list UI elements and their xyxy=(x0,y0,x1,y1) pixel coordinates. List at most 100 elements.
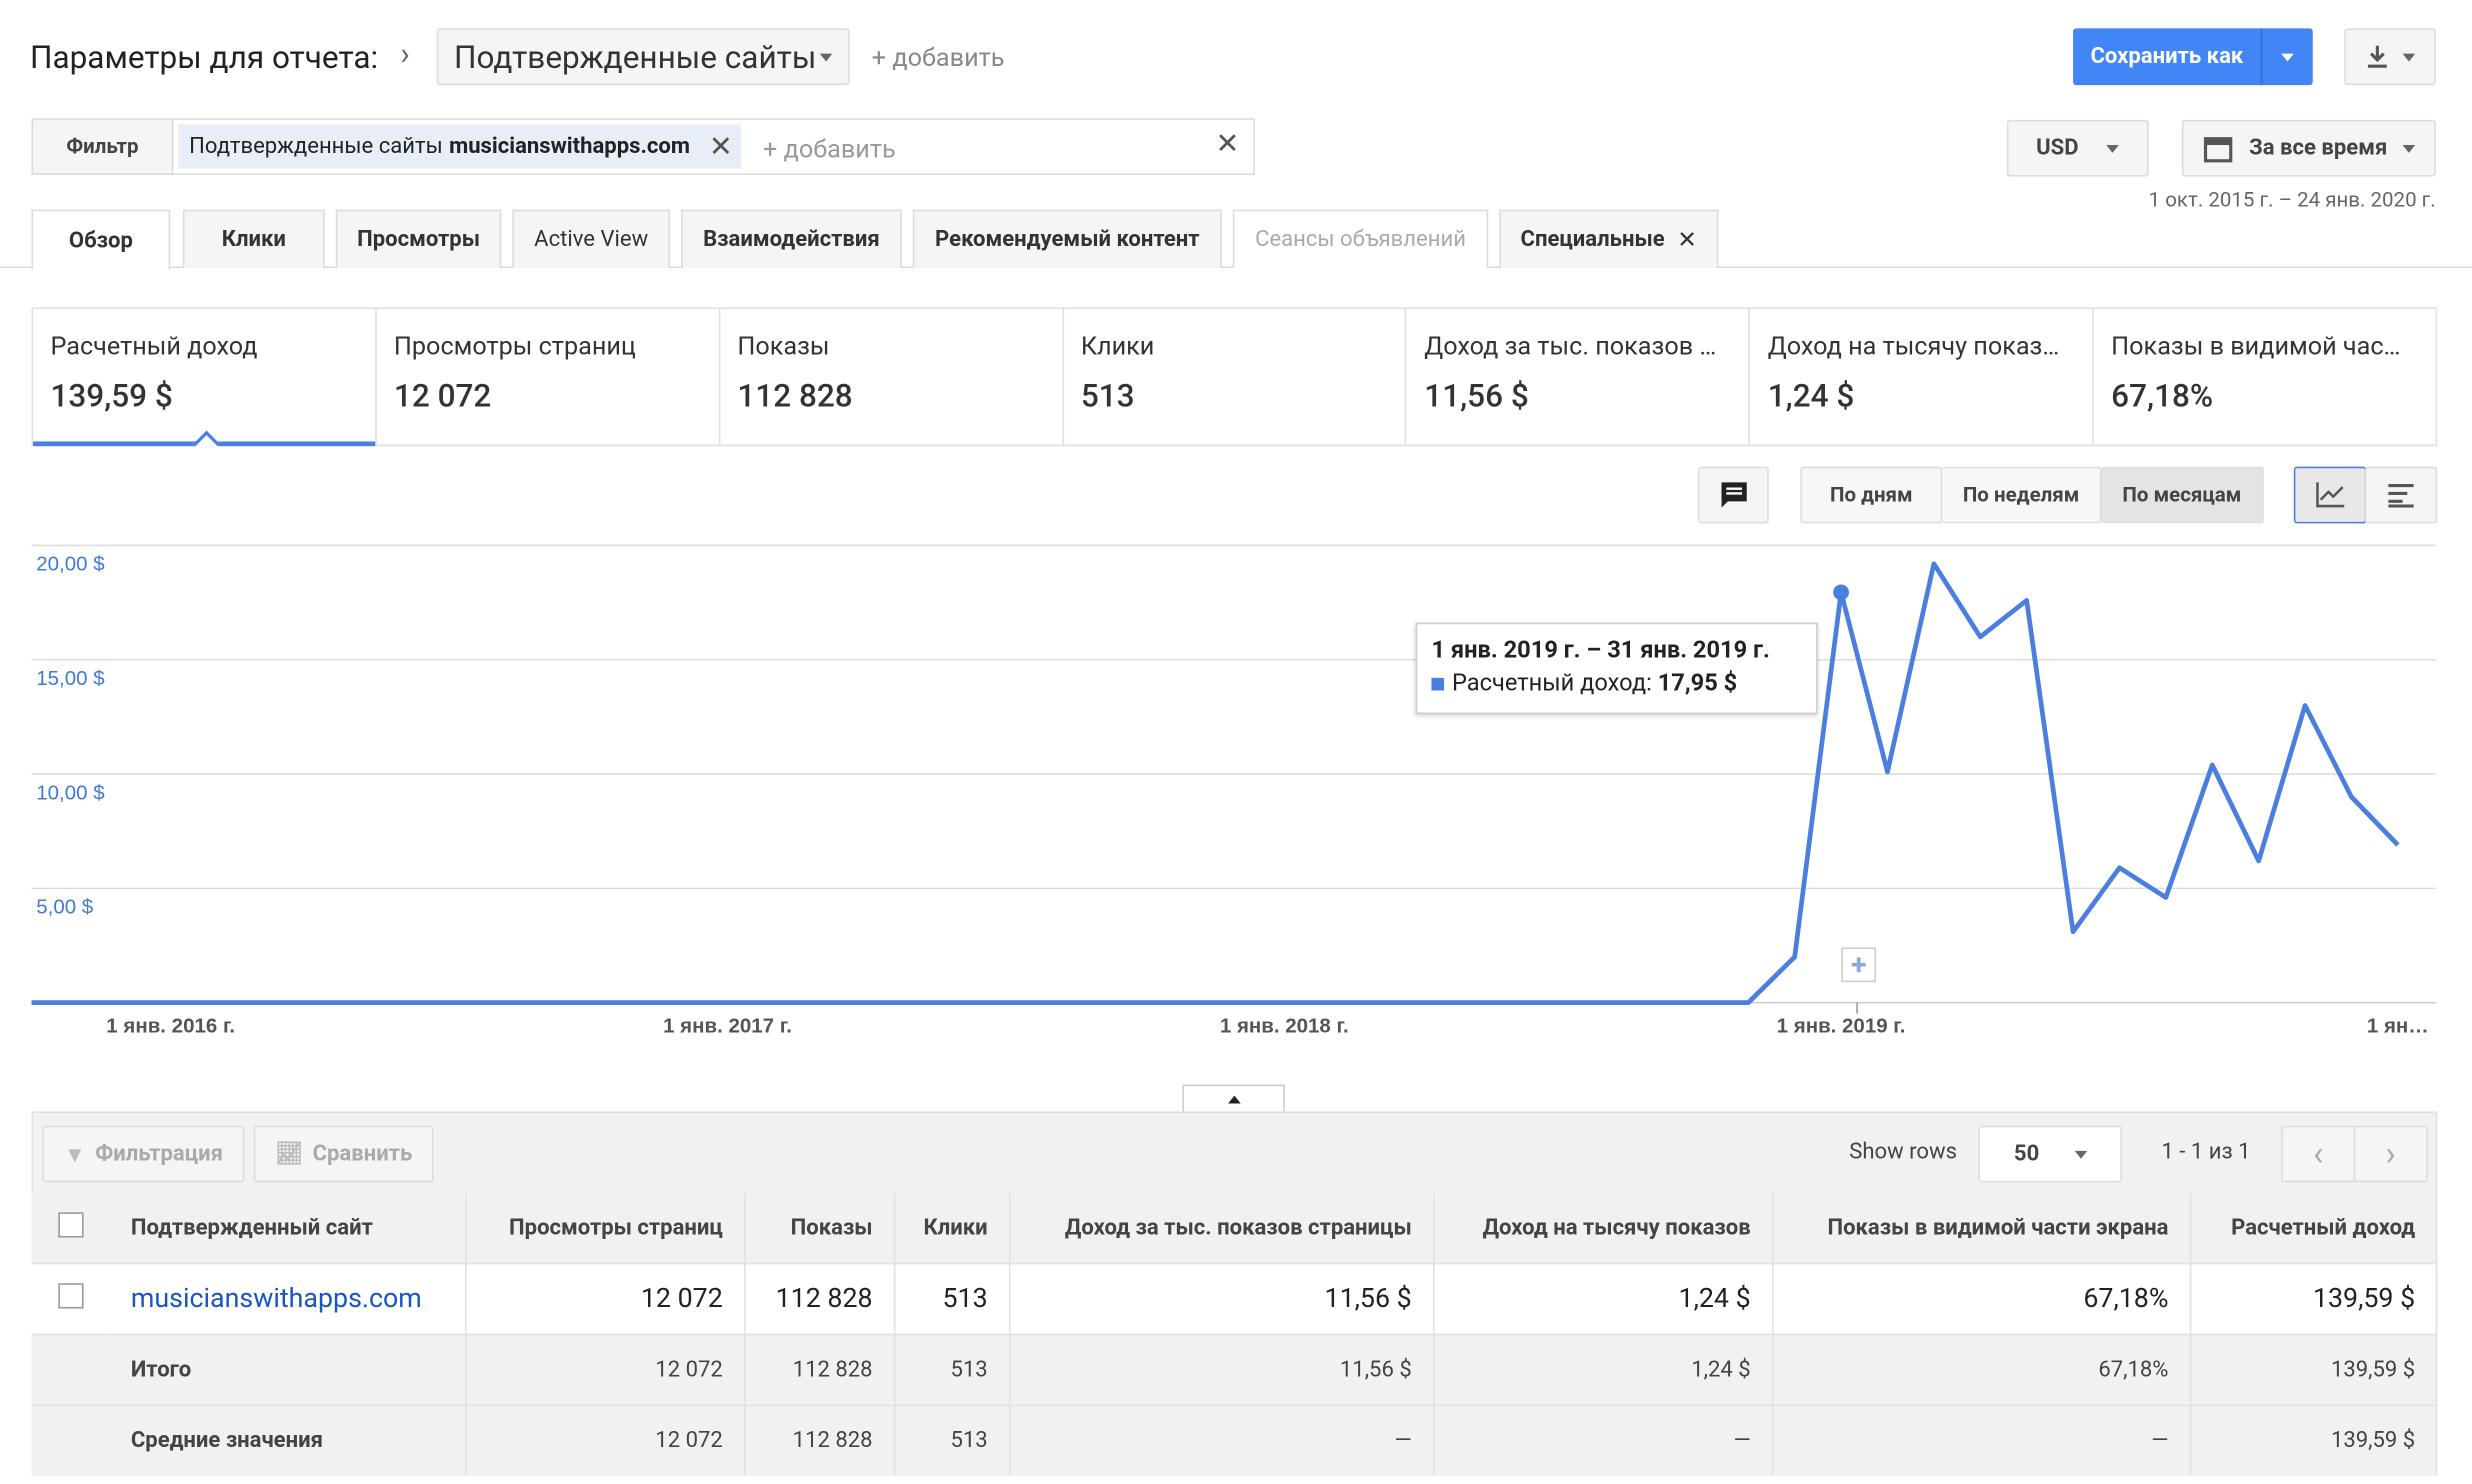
bars-icon xyxy=(2388,483,2414,508)
cell: 12 072 xyxy=(465,1404,745,1476)
currency-dropdown[interactable]: USD xyxy=(2006,119,2149,177)
column-header: Показы в видимой части экрана xyxy=(1771,1193,2191,1263)
checkbox[interactable] xyxy=(58,1282,84,1308)
bar-chart-toggle[interactable] xyxy=(2364,466,2438,524)
tab-label: Сеансы объявлений xyxy=(1255,227,1466,253)
comment-icon xyxy=(1720,482,1746,508)
column-header: Показы xyxy=(744,1193,895,1263)
line-icon xyxy=(2316,482,2345,508)
date-dropdown[interactable]: За все время xyxy=(2181,119,2436,177)
summary-row: Итого 12 072 112 828 513 11,56 $1,24 $67,18%… xyxy=(31,1333,2436,1405)
save-button[interactable]: Сохранить как xyxy=(2073,28,2313,86)
metric-label: Показы в видимой час… xyxy=(2111,331,2401,362)
next-page[interactable]: › xyxy=(2353,1125,2428,1183)
cell: — xyxy=(1433,1404,1773,1476)
granularity-button[interactable]: По неделям xyxy=(1942,466,2102,524)
granularity-button[interactable]: По месяцам xyxy=(2101,466,2264,524)
show-rows-label: Show rows xyxy=(1849,1139,1957,1166)
column-header: Доход за тыс. показов страницы xyxy=(1008,1193,1434,1263)
column-header: Просмотры страниц xyxy=(465,1193,745,1263)
metric-card[interactable]: Доход за тыс. показов … 11,56 $ xyxy=(1407,308,1751,445)
metric-card[interactable]: Показы в видимой час… 67,18% xyxy=(2094,309,2436,445)
tab-close[interactable]: ✕ xyxy=(1677,225,1698,254)
checkbox[interactable] xyxy=(58,1211,84,1238)
checkbox-cell xyxy=(32,1193,111,1262)
cell: 139,59 $ xyxy=(2330,1356,2416,1382)
metric-card[interactable]: Показы 112 828 xyxy=(720,308,1064,445)
show-rows-select[interactable]: 50 xyxy=(1978,1125,2122,1183)
x-tick-label: 1 янв. 2017 г. xyxy=(663,1015,792,1038)
site-link[interactable]: musicianswithapps.com xyxy=(110,1262,466,1334)
add-filter[interactable]: + добавить xyxy=(763,134,896,164)
tab[interactable]: Обзор xyxy=(31,209,171,270)
tooltip-label: Расчетный доход: xyxy=(1451,668,1652,697)
metric-label: Доход за тыс. показов … xyxy=(1424,331,1717,362)
metric-label: Просмотры страниц xyxy=(393,331,636,362)
x-tick-label: 1 янв. 2019 г. xyxy=(1777,1015,1906,1038)
line-chart-toggle[interactable] xyxy=(2293,466,2367,524)
revenue-line xyxy=(31,561,2400,1006)
tab[interactable]: Взаимодействия xyxy=(681,209,902,269)
cell: 139,59 $ xyxy=(2330,1427,2416,1454)
report-title: Параметры для отчета: xyxy=(29,37,379,76)
tooltip-title: 1 янв. 2019 г. – 31 янв. 2019 г. xyxy=(1431,635,1770,664)
chip-value: musicianswithapps.com xyxy=(449,134,690,160)
cell: 513 xyxy=(893,1262,1010,1334)
metric-label: Доход на тысячу показ… xyxy=(1767,331,2060,362)
annotation-button[interactable] xyxy=(1697,466,1769,524)
tab-label: Рекомендуемый контент xyxy=(935,227,1200,253)
tab[interactable]: Просмотры xyxy=(335,209,502,269)
prev-page[interactable]: ‹ xyxy=(2281,1125,2356,1183)
row-label: Средние значения xyxy=(110,1404,466,1476)
metric-value: 11,56 $ xyxy=(1424,376,1529,415)
granularity-button[interactable]: По дням xyxy=(1800,466,1943,524)
filter-button[interactable]: Фильтр xyxy=(31,118,174,175)
metric-label: Клики xyxy=(1080,331,1155,362)
tab-label: Клики xyxy=(221,227,286,253)
dimension-dropdown[interactable]: Подтвержденные сайты xyxy=(436,28,850,86)
metric-value: 513 xyxy=(1080,376,1135,415)
data-row: musicianswithapps.com 12 072 112 828 513 11,… xyxy=(31,1262,2436,1334)
clear-filter[interactable]: ✕ xyxy=(1215,127,1240,161)
tab[interactable]: Сеансы объявлений xyxy=(1232,209,1489,269)
date-preset: За все время xyxy=(2249,135,2388,161)
data-table: Подтвержденный сайт Просмотры страниц Пока… xyxy=(31,1193,2436,1476)
cell: 112 828 xyxy=(744,1333,895,1405)
filter-chip: Подтвержденные сайты musicianswithapps.co… xyxy=(178,124,741,169)
column-header: Подтвержденный сайт xyxy=(110,1193,466,1263)
add-annotation[interactable]: + xyxy=(1841,947,1877,983)
tab[interactable]: Рекомендуемый контент xyxy=(912,209,1222,269)
toolbar-button[interactable]: 📈︎ Сравнить xyxy=(253,1125,434,1183)
tab[interactable]: Клики xyxy=(182,209,325,269)
toolbar-label: Сравнить xyxy=(312,1141,413,1167)
metric-label: Расчетный доход xyxy=(50,331,258,362)
tab[interactable]: Специальные ✕ xyxy=(1499,209,1719,269)
y-tick-label: 20,00 $ xyxy=(36,553,105,576)
metric-card[interactable]: Расчетный доход 139,59 $ xyxy=(33,308,377,458)
toolbar-button[interactable]: ▼ Фильтрация xyxy=(42,1125,245,1183)
tooltip-swatch xyxy=(1431,677,1445,691)
toolbar-icon: ▼ xyxy=(63,1142,86,1168)
cell: 12 072 xyxy=(465,1333,745,1405)
metric-card[interactable]: Доход на тысячу показ… 1,24 $ xyxy=(1750,308,2094,445)
y-tick-label: 10,00 $ xyxy=(36,781,105,804)
hover-point xyxy=(1833,584,1849,601)
cell: 67,18% xyxy=(1771,1333,2191,1405)
x-tick-label: 1 янв. 2018 г. xyxy=(1220,1015,1349,1038)
tab-label: Взаимодействия xyxy=(703,227,880,253)
tab[interactable]: Active View xyxy=(512,209,671,269)
chip-remove[interactable]: ✕ xyxy=(708,130,733,164)
cell: 139,59 $ xyxy=(2312,1282,2416,1315)
collapse-handle[interactable] xyxy=(1182,1084,1285,1114)
show-rows-value: 50 xyxy=(2013,1141,2040,1167)
metric-card[interactable]: Просмотры страниц 12 072 xyxy=(377,308,721,445)
metric-card[interactable]: Клики 513 xyxy=(1063,308,1407,445)
column-header: Клики xyxy=(893,1193,1010,1263)
cell: 67,18% xyxy=(1771,1262,2191,1334)
download-button[interactable] xyxy=(2344,28,2436,86)
column-header: Доход на тысячу показов xyxy=(1433,1193,1773,1263)
filter-bar: Фильтр Подтвержденные сайты musicianswith… xyxy=(31,118,1255,175)
cell: 112 828 xyxy=(744,1262,895,1334)
date-range: 1 окт. 2015 г. – 24 янв. 2020 г. xyxy=(2148,189,2436,213)
add-dimension[interactable]: + добавить xyxy=(871,42,1005,73)
